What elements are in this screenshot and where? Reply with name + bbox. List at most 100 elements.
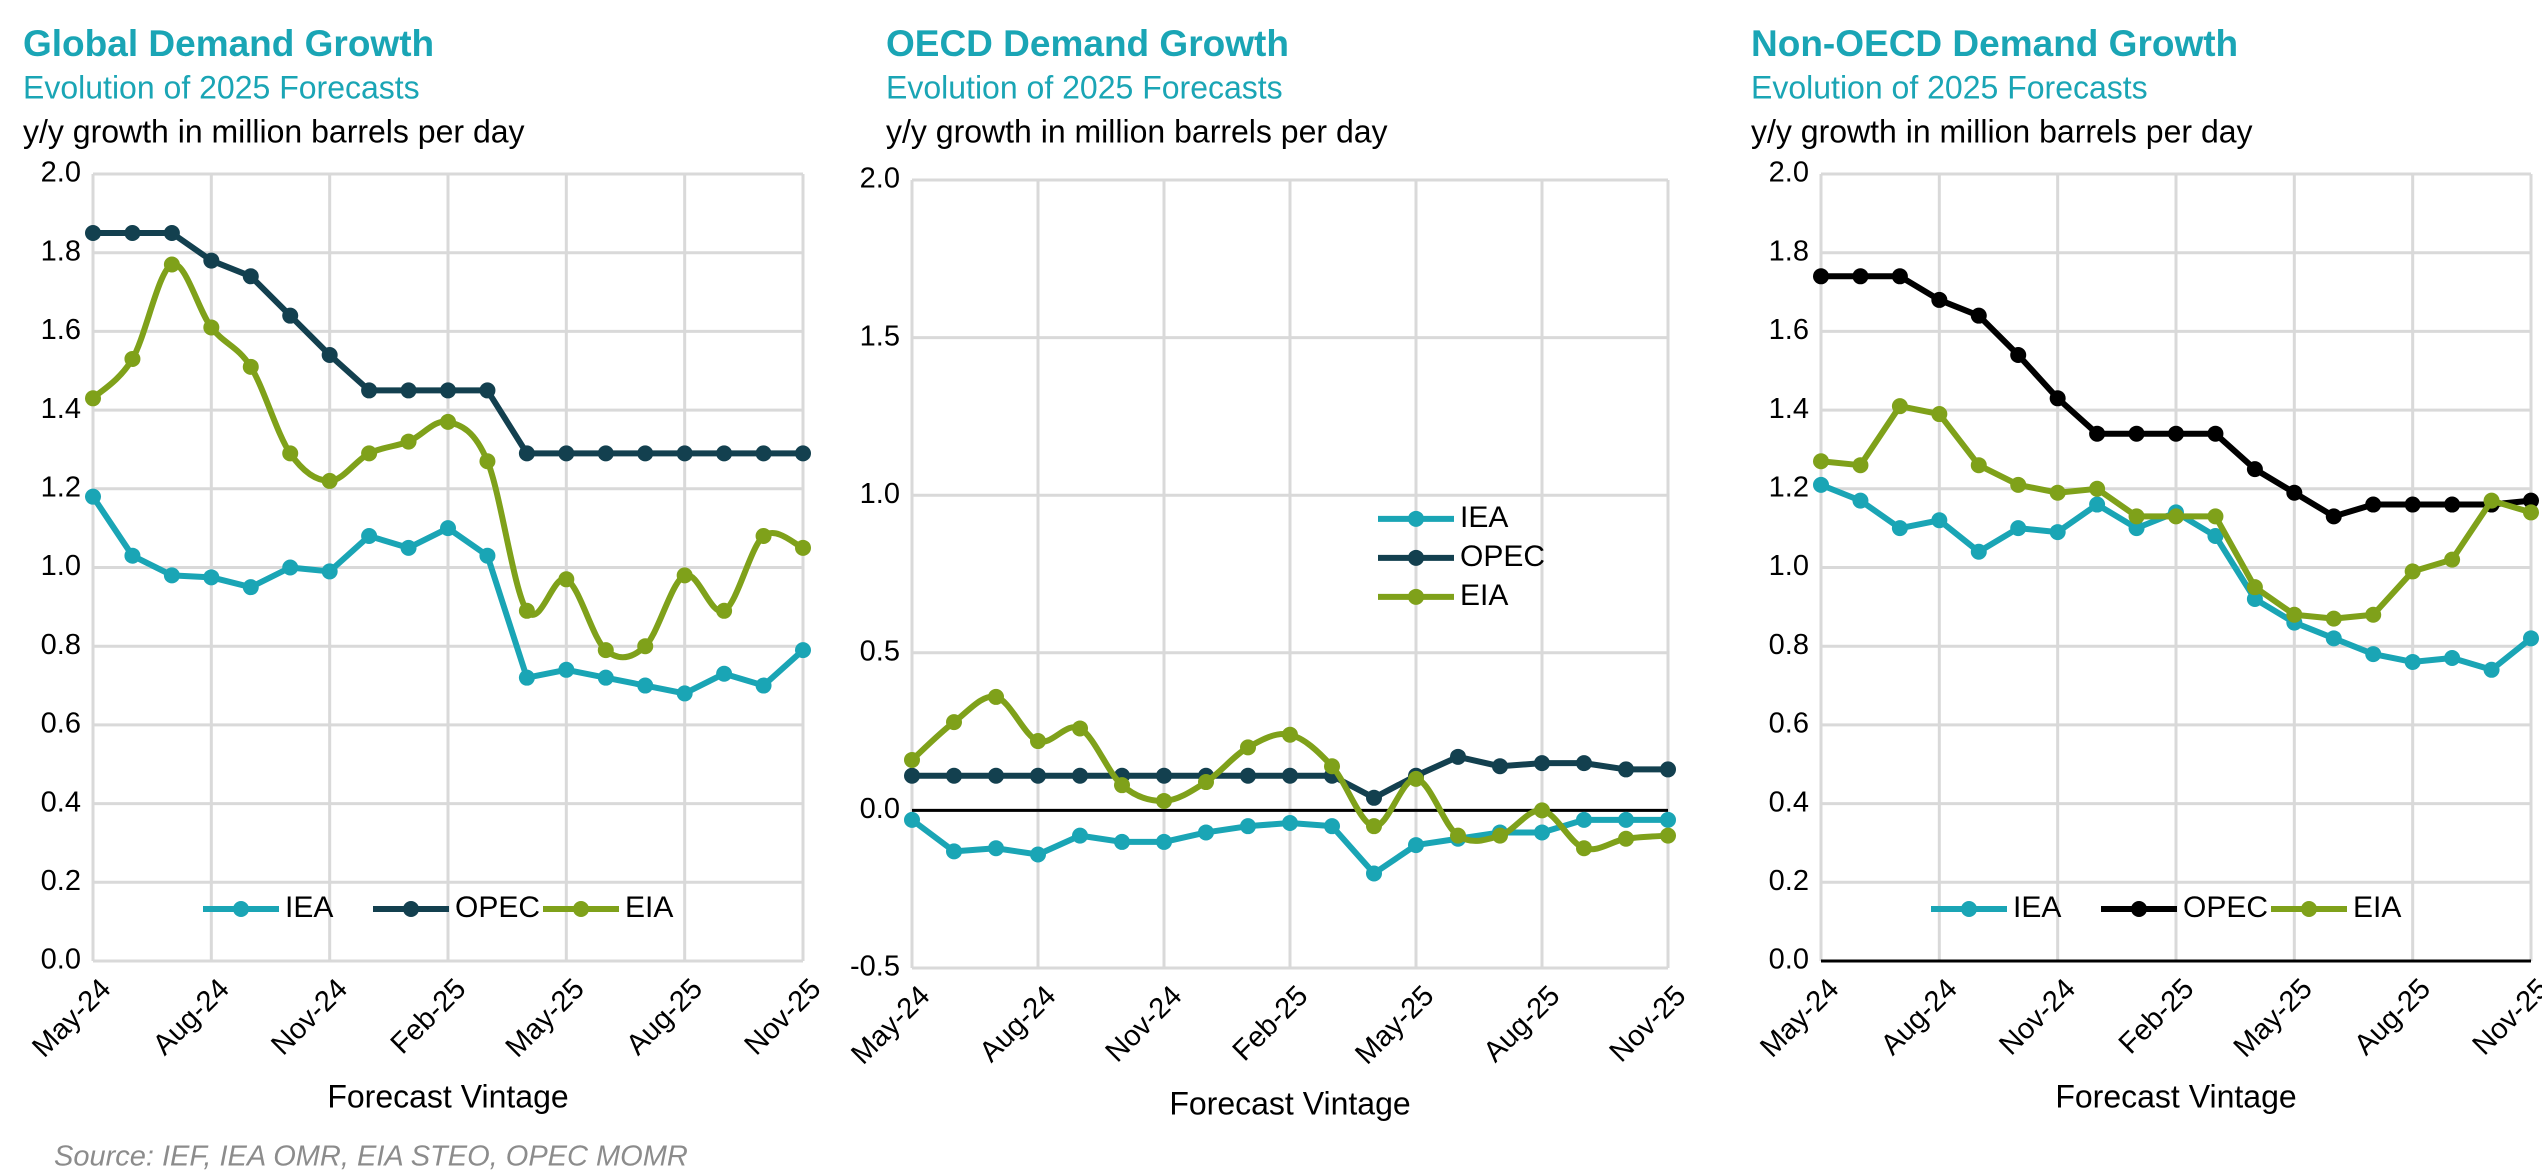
data-point — [2089, 480, 2106, 497]
y-tick-label: 0.6 — [1769, 708, 1809, 740]
data-point — [2404, 653, 2421, 670]
data-point — [716, 445, 733, 462]
x-tick-label: Nov-25 — [2467, 973, 2542, 1062]
data-point — [1931, 512, 1948, 529]
data-point — [1156, 792, 1172, 809]
data-point — [85, 488, 101, 505]
data-point — [2207, 508, 2224, 525]
data-point — [203, 252, 220, 269]
data-point — [1030, 767, 1046, 784]
x-axis-label: Forecast Vintage — [2055, 1078, 2296, 1114]
data-point — [2089, 496, 2106, 513]
data-point — [676, 445, 693, 462]
x-tick-label: Feb-25 — [385, 973, 473, 1061]
y-tick-label: 1.2 — [41, 471, 81, 503]
data-point — [2404, 563, 2421, 580]
x-tick-label: Nov-25 — [1604, 980, 1693, 1069]
y-tick-label: 0.2 — [1769, 865, 1809, 897]
data-point — [2483, 492, 2500, 509]
data-point — [203, 319, 220, 336]
data-point — [2444, 650, 2461, 667]
data-point — [795, 642, 811, 659]
x-tick-label: May-25 — [500, 973, 591, 1064]
data-point — [637, 445, 654, 462]
data-point — [558, 661, 575, 678]
data-point — [400, 539, 417, 556]
data-point — [361, 528, 378, 545]
data-point — [1366, 865, 1382, 882]
data-point — [1282, 767, 1298, 784]
data-point — [988, 840, 1004, 857]
data-point — [163, 225, 180, 242]
data-point — [1282, 815, 1298, 832]
data-point — [2483, 661, 2500, 678]
y-tick-label: 1.6 — [41, 314, 81, 346]
data-point — [1240, 739, 1256, 756]
x-tick-label: May-24 — [1754, 973, 1845, 1064]
data-point — [2444, 496, 2461, 513]
y-tick-label: 0.0 — [1769, 944, 1809, 976]
data-point — [400, 433, 417, 450]
data-point — [558, 445, 575, 462]
data-point — [1891, 398, 1908, 415]
data-point — [1813, 268, 1829, 285]
x-tick-label: Nov-24 — [1100, 980, 1189, 1069]
data-point — [1576, 811, 1592, 828]
y-axis-label: y/y growth in million barrels per day — [1751, 113, 2253, 149]
x-tick-label: Feb-25 — [2113, 973, 2201, 1061]
data-point — [1852, 268, 1869, 285]
data-point — [1660, 811, 1676, 828]
chart-subtitle: Evolution of 2025 Forecasts — [23, 69, 420, 105]
legend-marker — [1408, 588, 1424, 605]
data-point — [2444, 551, 2461, 568]
data-point — [1198, 774, 1214, 791]
data-point — [2168, 508, 2184, 525]
data-point — [755, 445, 772, 462]
data-point — [597, 445, 614, 462]
legend-marker — [1408, 549, 1424, 566]
data-point — [479, 453, 496, 470]
data-point — [2523, 492, 2539, 509]
data-point — [1931, 291, 1948, 308]
y-tick-label: 0.8 — [1769, 629, 1809, 661]
data-point — [1852, 457, 1869, 474]
data-point — [2523, 630, 2539, 647]
data-point — [946, 714, 962, 731]
data-point — [479, 547, 496, 564]
data-point — [904, 811, 920, 828]
chart-title: Global Demand Growth — [23, 23, 434, 64]
legend-marker — [2301, 901, 2317, 917]
y-tick-label: 1.4 — [41, 393, 81, 425]
data-point — [1970, 457, 1987, 474]
data-point — [1534, 824, 1550, 841]
y-tick-label: 1.2 — [1769, 471, 1809, 503]
data-point — [321, 563, 338, 580]
data-point — [637, 677, 654, 694]
data-point — [2128, 425, 2145, 442]
y-tick-label: 1.8 — [1769, 235, 1809, 267]
data-point — [479, 382, 496, 399]
y-tick-label: 0.2 — [41, 865, 81, 897]
data-point — [1156, 767, 1172, 784]
y-tick-label: 1.4 — [1769, 393, 1809, 425]
data-point — [2404, 496, 2421, 513]
data-point — [518, 445, 535, 462]
y-tick-label: 2.0 — [1769, 157, 1809, 189]
data-point — [2089, 425, 2106, 442]
x-tick-label: Aug-24 — [974, 980, 1063, 1069]
data-point — [1366, 818, 1382, 835]
data-point — [1240, 818, 1256, 835]
data-point — [1366, 789, 1382, 806]
data-point — [2286, 606, 2303, 623]
y-tick-label: -0.5 — [850, 951, 900, 983]
data-point — [2049, 524, 2066, 541]
data-point — [2325, 508, 2342, 525]
data-point — [163, 567, 180, 584]
data-point — [321, 347, 338, 364]
data-point — [85, 225, 101, 242]
data-point — [2010, 520, 2027, 537]
data-point — [2286, 484, 2303, 501]
x-tick-label: Nov-24 — [265, 973, 354, 1062]
data-point — [1408, 837, 1424, 854]
data-point — [904, 751, 920, 768]
